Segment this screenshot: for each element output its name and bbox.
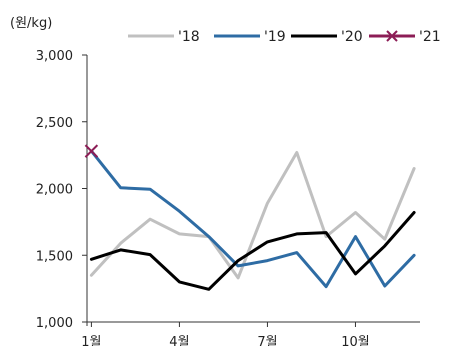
x-tick-label: 1월 bbox=[81, 335, 101, 346]
y-tick-label: 1,000 bbox=[36, 316, 73, 331]
data-point-21 bbox=[84, 144, 99, 158]
y-tick-label: 3,000 bbox=[36, 49, 73, 64]
y-tick-label: 1,500 bbox=[36, 249, 73, 264]
legend: '18 '19 '20 '21 bbox=[128, 29, 441, 45]
x-tick-label: 4월 bbox=[169, 335, 189, 346]
series-group bbox=[84, 144, 416, 291]
legend-item-18: '18 bbox=[128, 29, 200, 45]
y-tick-label: 2,000 bbox=[36, 183, 73, 198]
series-line-19 bbox=[89, 149, 416, 289]
y-tick-label: 2,500 bbox=[36, 116, 73, 131]
legend-label: '21 bbox=[419, 29, 441, 45]
series-line-20 bbox=[89, 211, 416, 291]
series-line-18 bbox=[89, 151, 416, 280]
legend-label: '19 bbox=[264, 29, 286, 45]
x-tick-label: 7월 bbox=[257, 335, 277, 346]
legend-item-21: '21 bbox=[369, 29, 441, 45]
y-axis: 1,000 1,500 2,000 2,500 3,000 bbox=[36, 49, 88, 331]
legend-label: '20 bbox=[341, 29, 363, 45]
legend-item-19: '19 bbox=[214, 29, 286, 45]
x-axis: 1월 4월 7월 10월 bbox=[81, 321, 420, 346]
legend-item-20: '20 bbox=[291, 29, 363, 45]
y-unit-label: (원/kg) bbox=[10, 16, 52, 31]
x-tick-label: 10월 bbox=[341, 335, 370, 346]
legend-label: '18 bbox=[178, 29, 200, 45]
